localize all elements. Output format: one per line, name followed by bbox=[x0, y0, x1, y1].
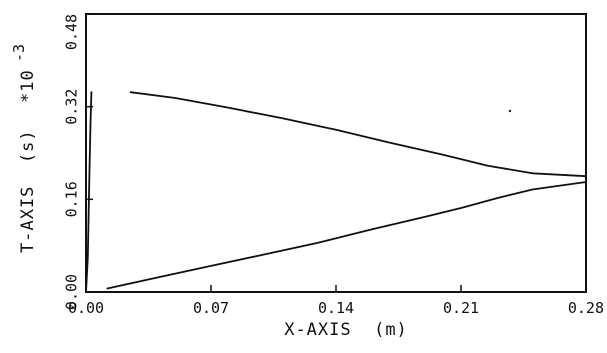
y-tick-label: 0.48 bbox=[63, 14, 81, 50]
plot-frame bbox=[85, 13, 587, 293]
x-ticks bbox=[85, 285, 587, 292]
y-axis-multiplier: *10 bbox=[18, 69, 38, 103]
series-line-2 bbox=[129, 91, 587, 178]
x-tick-labels: 0.00 0.07 0.14 0.21 0.28 bbox=[68, 299, 604, 317]
y-tick-labels: 0.00 0.16 0.32 0.48 bbox=[63, 14, 81, 310]
y-tick-label: 0.32 bbox=[63, 89, 81, 125]
series-group bbox=[85, 91, 587, 293]
y-tick-label: 0.16 bbox=[63, 181, 81, 217]
x-tick-label: 0.00 bbox=[68, 299, 104, 317]
stray-dot bbox=[508, 109, 512, 113]
series-line-3 bbox=[106, 181, 587, 290]
y-axis-label-group: T-AXIS (s) *10 -3 bbox=[10, 44, 38, 253]
x-tick-label: 0.28 bbox=[568, 299, 604, 317]
x-tick-label: 0.21 bbox=[443, 299, 479, 317]
x-tick-label: 0.14 bbox=[318, 299, 354, 317]
x-tick-label: 0.07 bbox=[193, 299, 229, 317]
y-tick-label: 0.00 bbox=[63, 274, 81, 310]
y-axis-exponent: -3 bbox=[10, 44, 28, 62]
y-axis-label: T-AXIS (s) bbox=[18, 129, 38, 253]
series-line-1 bbox=[85, 91, 93, 293]
x-axis-label: X-AXIS (m) bbox=[284, 320, 408, 340]
